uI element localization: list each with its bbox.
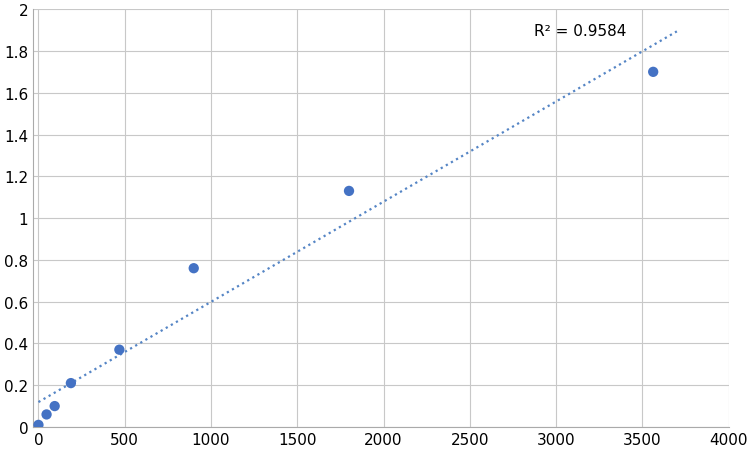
Point bbox=[65, 380, 77, 387]
Text: R² = 0.9584: R² = 0.9584 bbox=[534, 24, 626, 39]
Point bbox=[49, 403, 61, 410]
Point bbox=[41, 411, 53, 418]
Point bbox=[32, 421, 44, 428]
Point bbox=[647, 69, 660, 76]
Point bbox=[343, 188, 355, 195]
Point bbox=[188, 265, 200, 272]
Point bbox=[114, 346, 126, 354]
